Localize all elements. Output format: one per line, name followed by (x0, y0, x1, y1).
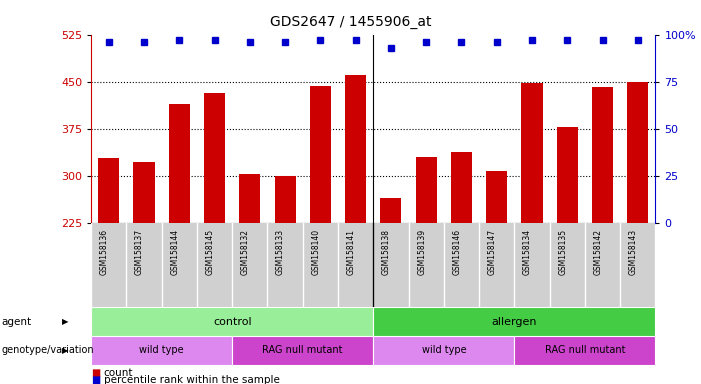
Text: wild type: wild type (139, 345, 184, 356)
Bar (91, 307, 374, 336)
Bar (451, 152, 472, 223)
Text: GSM158133: GSM158133 (276, 228, 285, 275)
Text: GSM158137: GSM158137 (135, 228, 144, 275)
Bar (232, 336, 374, 365)
Text: genotype/variation: genotype/variation (1, 345, 94, 356)
Bar (416, 157, 437, 223)
Bar (169, 104, 190, 223)
Text: ▶: ▶ (62, 317, 68, 326)
Text: GSM158138: GSM158138 (382, 228, 391, 275)
Bar (374, 307, 655, 336)
Text: percentile rank within the sample: percentile rank within the sample (104, 375, 280, 384)
Text: allergen: allergen (491, 316, 537, 327)
Text: GSM158134: GSM158134 (523, 228, 532, 275)
Bar (275, 175, 296, 223)
Text: GSM158145: GSM158145 (205, 228, 215, 275)
Text: GSM158139: GSM158139 (417, 228, 426, 275)
Bar (627, 81, 648, 223)
Text: GSM158144: GSM158144 (170, 228, 179, 275)
Text: GSM158141: GSM158141 (347, 228, 355, 275)
Bar (592, 87, 613, 223)
Text: agent: agent (1, 316, 32, 327)
Text: wild type: wild type (421, 345, 466, 356)
Bar (486, 170, 508, 223)
Bar (204, 93, 225, 223)
Bar (133, 162, 155, 223)
Text: control: control (213, 316, 252, 327)
Text: RAG null mutant: RAG null mutant (262, 345, 343, 356)
Bar (522, 83, 543, 223)
Text: GSM158142: GSM158142 (594, 228, 603, 275)
Text: GSM158140: GSM158140 (311, 228, 320, 275)
Text: GSM158136: GSM158136 (100, 228, 109, 275)
Text: ▶: ▶ (62, 346, 68, 355)
Bar (381, 198, 402, 223)
Bar (98, 158, 119, 223)
Text: GSM158143: GSM158143 (629, 228, 638, 275)
Text: ■: ■ (91, 375, 100, 384)
Text: GDS2647 / 1455906_at: GDS2647 / 1455906_at (270, 15, 431, 29)
Bar (374, 336, 515, 365)
Text: GSM158132: GSM158132 (241, 228, 250, 275)
Bar (239, 174, 261, 223)
Text: ■: ■ (91, 368, 100, 378)
Text: GSM158147: GSM158147 (488, 228, 497, 275)
Text: count: count (104, 368, 133, 378)
Text: RAG null mutant: RAG null mutant (545, 345, 625, 356)
Bar (515, 336, 655, 365)
Text: GSM158146: GSM158146 (452, 228, 461, 275)
Bar (557, 127, 578, 223)
Text: GSM158135: GSM158135 (558, 228, 567, 275)
Bar (310, 86, 331, 223)
Bar (91, 336, 232, 365)
Bar (345, 75, 366, 223)
